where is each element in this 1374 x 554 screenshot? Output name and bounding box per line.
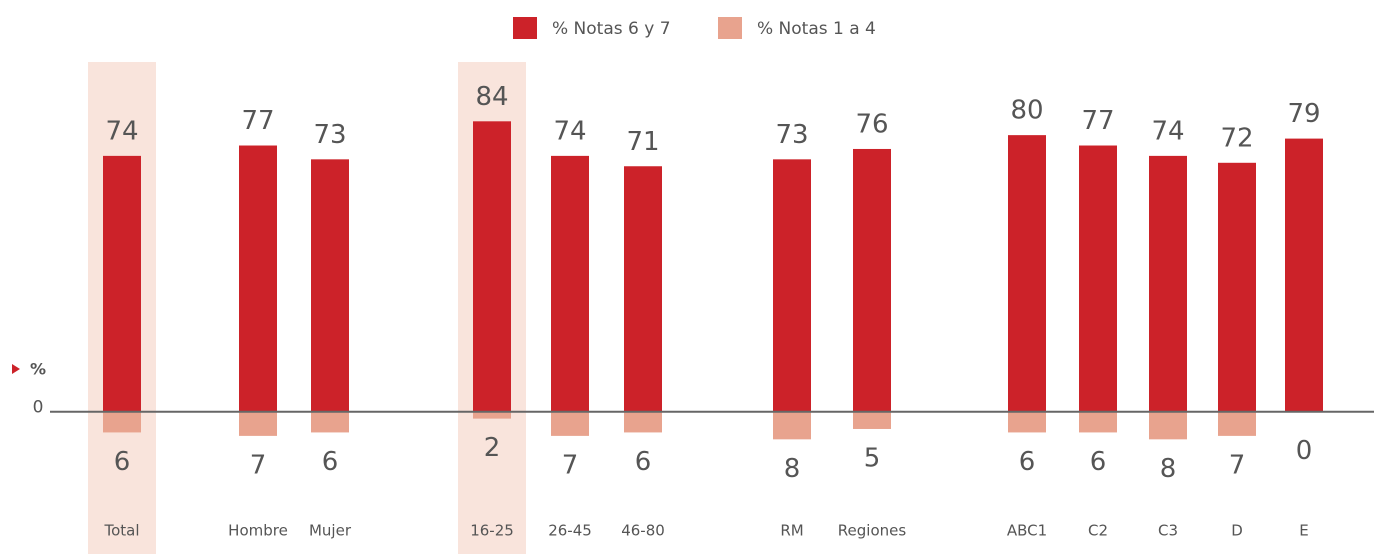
- value-label: 8: [1160, 454, 1177, 484]
- value-label: 74: [1151, 116, 1184, 146]
- bar: [1008, 135, 1046, 412]
- bar: [311, 159, 349, 412]
- value-label: 74: [553, 116, 586, 146]
- bar: [239, 411, 277, 436]
- value-label: 6: [1019, 447, 1036, 477]
- bar: [473, 411, 511, 419]
- bar: [551, 155, 589, 412]
- y-axis-label: %: [30, 360, 46, 379]
- value-label: 79: [1287, 99, 1320, 129]
- x-tick-label: Hombre: [228, 522, 288, 540]
- x-tick-label: ABC1: [1007, 522, 1047, 540]
- legend-swatch: [513, 17, 537, 39]
- bar: [773, 159, 811, 412]
- value-label: 72: [1220, 123, 1253, 153]
- bar: [853, 411, 891, 429]
- value-label: 77: [1081, 106, 1114, 136]
- value-label: 7: [562, 450, 579, 480]
- value-label: 7: [1229, 450, 1246, 480]
- x-tick-label: Total: [103, 522, 139, 540]
- x-tick-label: Mujer: [309, 522, 352, 540]
- legend-swatch: [718, 17, 742, 39]
- value-label: 6: [322, 447, 339, 477]
- value-label: 6: [114, 447, 131, 477]
- bar: [1218, 411, 1256, 436]
- value-label: 5: [864, 443, 881, 473]
- bar: [1079, 145, 1117, 412]
- x-tick-label: 26-45: [548, 522, 592, 540]
- value-label: 8: [784, 454, 801, 484]
- x-tick-label: E: [1299, 522, 1308, 540]
- bar: [1008, 411, 1046, 433]
- bar: [103, 411, 141, 433]
- bar: [1149, 155, 1187, 412]
- x-tick-label: 16-25: [470, 522, 514, 540]
- value-label: 6: [1090, 447, 1107, 477]
- bar: [773, 411, 811, 440]
- x-tick-label: C3: [1158, 522, 1178, 540]
- y-tick-label: 0: [33, 398, 44, 418]
- value-label: 7: [250, 450, 267, 480]
- highlight-layer: [88, 62, 526, 554]
- bar: [1149, 411, 1187, 440]
- legend-label: % Notas 6 y 7: [552, 19, 671, 39]
- x-tick-label: 46-80: [621, 522, 665, 540]
- bar: [624, 411, 662, 433]
- axis-marker: [12, 364, 20, 374]
- value-label: 6: [635, 447, 652, 477]
- value-label: 73: [775, 120, 808, 150]
- bar: [311, 411, 349, 433]
- x-tick-label: D: [1231, 522, 1243, 540]
- value-label: 2: [484, 433, 501, 463]
- bar: [1079, 411, 1117, 433]
- value-label: 74: [105, 116, 138, 146]
- bar: [1285, 138, 1323, 412]
- bar: [624, 166, 662, 412]
- bar: [473, 121, 511, 412]
- value-label: 73: [313, 120, 346, 150]
- bar: [103, 155, 141, 412]
- legend-label: % Notas 1 a 4: [757, 19, 876, 39]
- value-label: 71: [626, 127, 659, 157]
- bar: [551, 411, 589, 436]
- value-label: 76: [855, 109, 888, 139]
- value-label: 0: [1296, 436, 1313, 466]
- value-label: 80: [1010, 96, 1043, 126]
- value-label: 84: [475, 82, 508, 112]
- bar: [1218, 162, 1256, 412]
- bar: [239, 145, 277, 412]
- x-tick-label: Regiones: [838, 522, 907, 540]
- x-tick-label: RM: [780, 522, 803, 540]
- x-tick-label: C2: [1088, 522, 1108, 540]
- bar: [853, 148, 891, 412]
- value-label: 77: [241, 106, 274, 136]
